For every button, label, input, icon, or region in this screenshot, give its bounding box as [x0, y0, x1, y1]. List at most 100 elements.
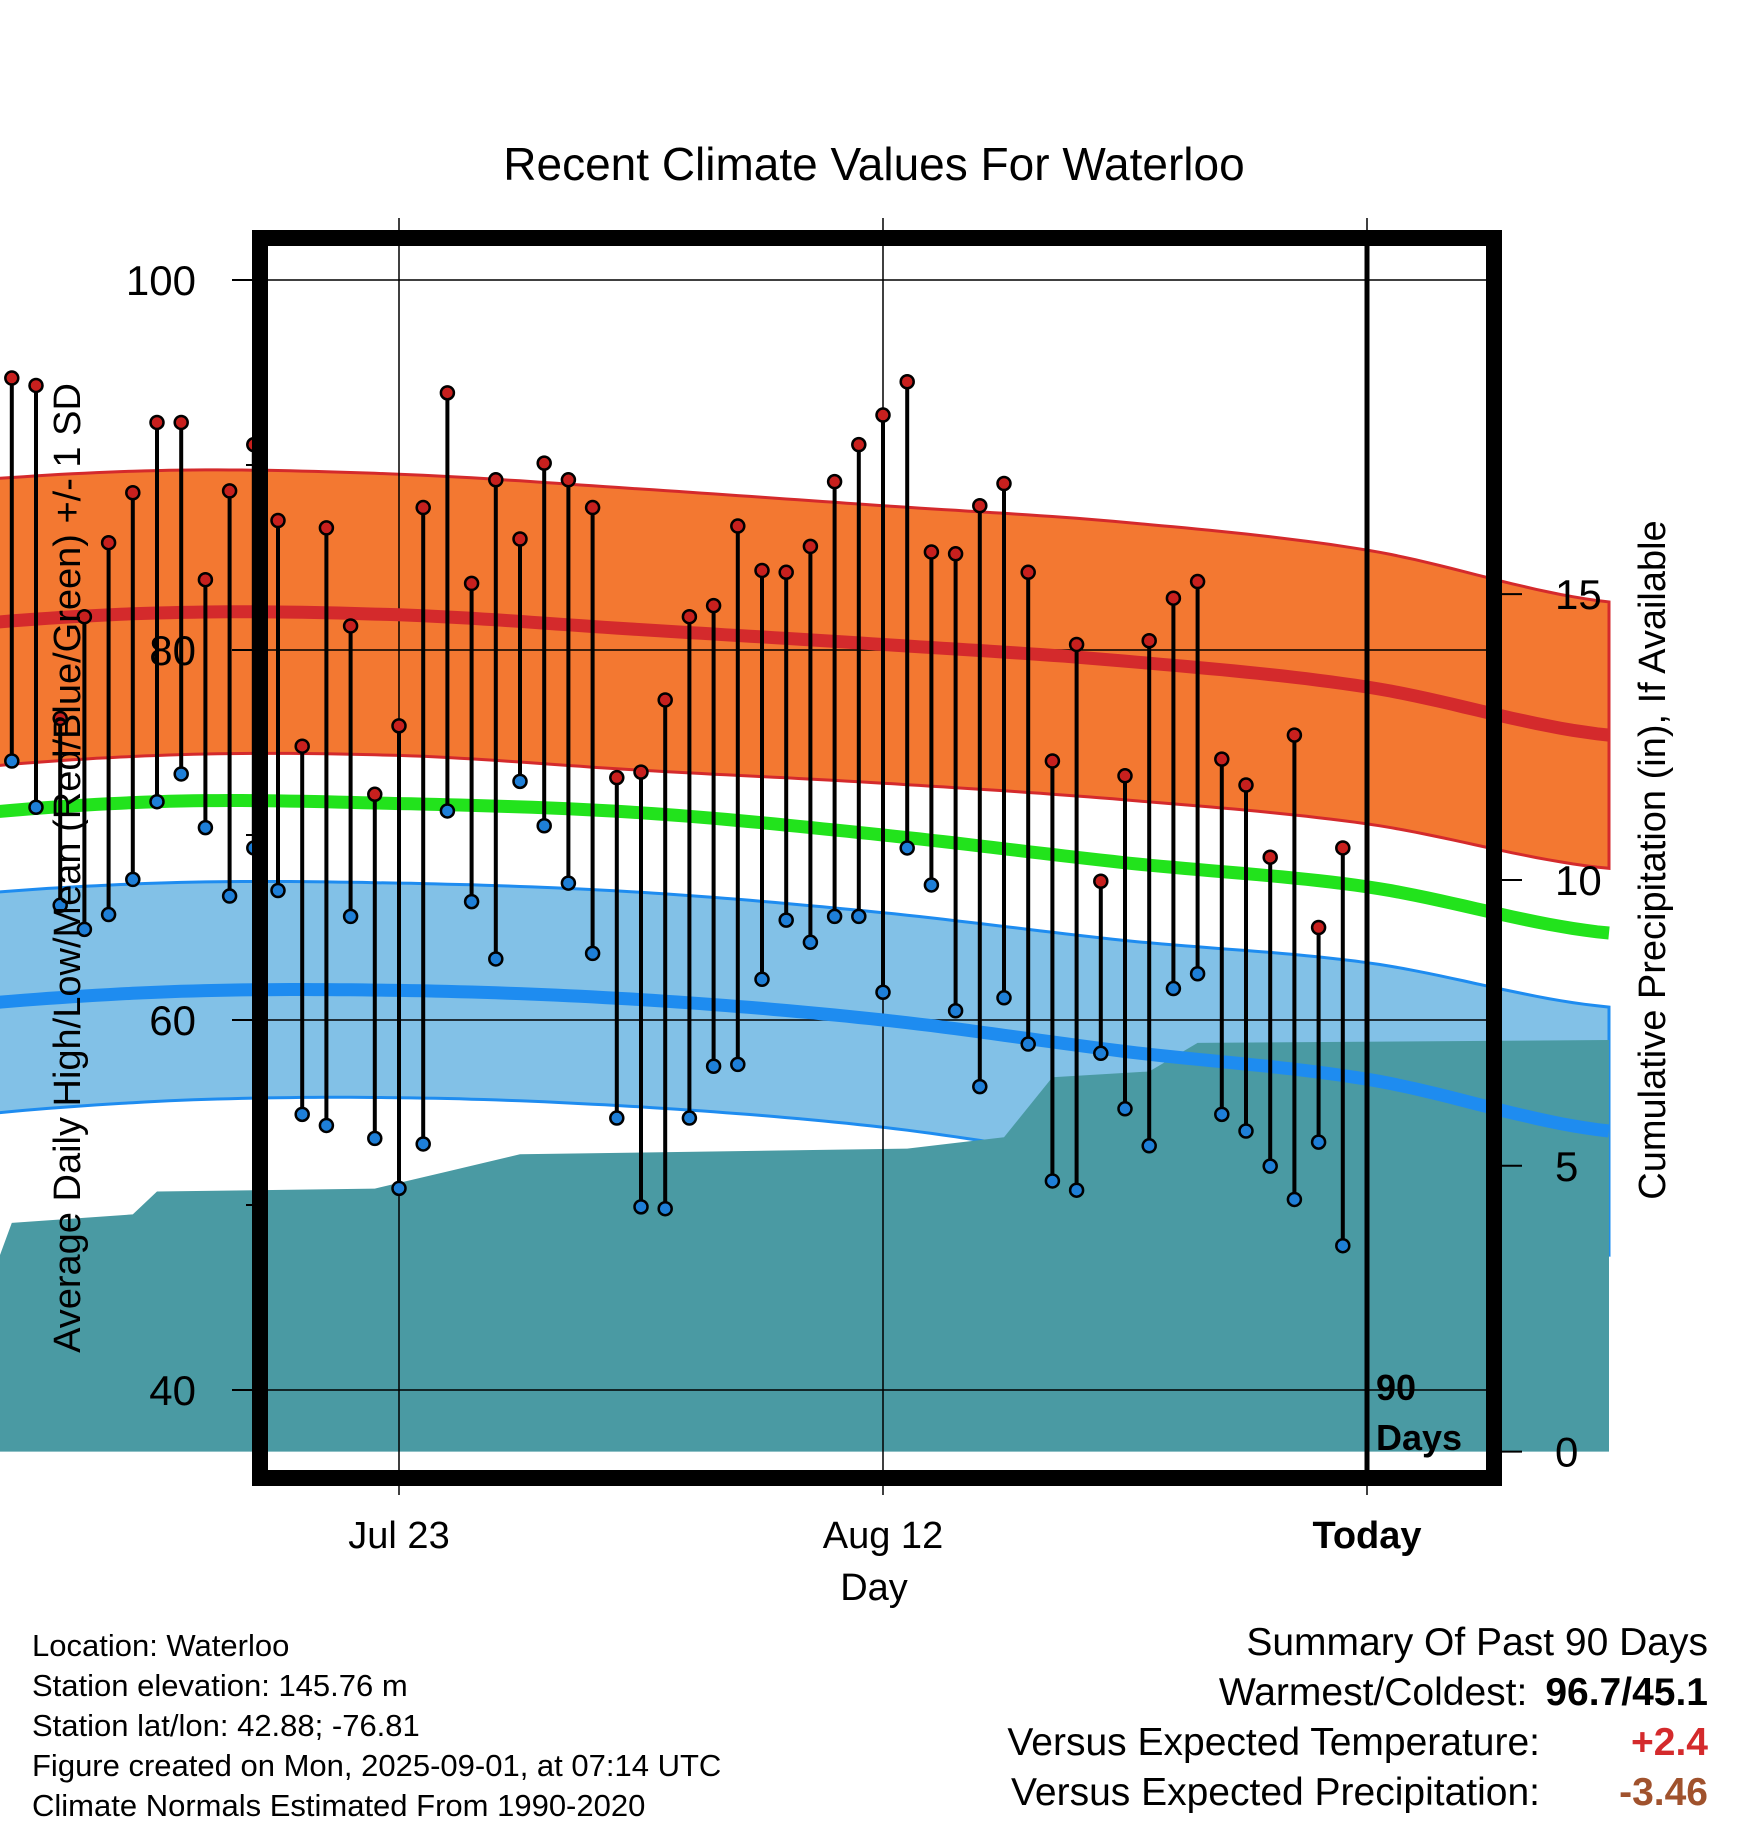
daily-high-point [609, 769, 625, 786]
y2-tick-label: 15 [1555, 571, 1602, 618]
daily-high-point [1262, 849, 1278, 865]
daily-low-point [1335, 1237, 1351, 1254]
warmest-label: Warmest/Coldest: [1218, 1671, 1528, 1714]
x-tick-label: Aug 12 [823, 1515, 943, 1557]
daily-high-point [705, 597, 722, 614]
daily-high-point [802, 538, 819, 555]
daily-low-point [1286, 1191, 1303, 1208]
y2-axis-label: Cumulative Precipitation (in), If Availa… [1632, 520, 1674, 1199]
daily-stems [9, 378, 1345, 1246]
daily-low-point [318, 1117, 335, 1134]
daily-low-point [899, 840, 915, 856]
daily-high-point [826, 473, 843, 490]
y2-axis-ticks: 0 5 10 15 [1494, 571, 1602, 1476]
daily-high-point [584, 499, 601, 516]
daily-high-point [439, 385, 456, 401]
y-axis-label: Average Daily High/Low/Mean (Red/Blue/Gr… [47, 383, 89, 1353]
temp-label: Versus Expected Temperature: [1007, 1721, 1540, 1764]
daily-low-point [1093, 1045, 1109, 1062]
daily-low-point [584, 945, 601, 962]
daily-high-point [1020, 564, 1036, 581]
daily-high-point [536, 455, 552, 471]
daily-low-point [536, 818, 552, 834]
daily-low-point [1020, 1036, 1036, 1052]
daily-high-point [1335, 840, 1351, 856]
daily-high-point [1117, 768, 1133, 784]
y-tick-label: 80 [149, 627, 196, 674]
daily-high-point [875, 407, 891, 423]
y2-tick-label: 0 [1555, 1429, 1578, 1476]
daily-high-point [754, 562, 770, 579]
warmest-value: 96.7/45.1 [1545, 1671, 1708, 1714]
daily-high-point [972, 497, 988, 514]
y-axis-ticks: 40 60 80 100 [126, 257, 260, 1414]
daily-low-point [1165, 980, 1182, 997]
normal-high-line [0, 605, 1610, 742]
daily-low-point [875, 984, 891, 1000]
daily-high-point [657, 692, 673, 708]
temp-value: +2.4 [1631, 1721, 1708, 1764]
daily-low-point [100, 906, 117, 923]
daily-high-point [1214, 751, 1230, 767]
daily-high-point [52, 710, 68, 727]
daily-low-point [294, 1106, 310, 1123]
summary-heading: Summary Of Past 90 Days [1246, 1621, 1708, 1664]
daily-low-point [173, 766, 189, 782]
daily-low-point [76, 921, 93, 938]
daily-low-point [705, 1058, 722, 1074]
daily-low-point [1117, 1101, 1133, 1117]
daily-low-point [972, 1078, 988, 1095]
daily-low-point [270, 882, 286, 899]
daily-high-point [270, 512, 286, 529]
daily-low-point [149, 793, 165, 810]
daily-high-point [318, 520, 335, 536]
y-tick-label: 40 [149, 1367, 196, 1414]
chart-title: Recent Climate Values For Waterloo [503, 138, 1244, 190]
daily-low-point [947, 1003, 964, 1019]
plot-frame [252, 230, 1502, 1486]
daily-low-point [681, 1110, 698, 1126]
daily-low-point [609, 1110, 625, 1126]
x-axis-label: Day [840, 1567, 908, 1609]
daily-high-point [899, 374, 915, 390]
daily-high-point [125, 485, 141, 501]
created-text: Figure created on Mon, 2025-09-01, at 07… [32, 1748, 722, 1783]
daily-high-point [1286, 727, 1303, 743]
y2-tick-label: 5 [1555, 1143, 1578, 1190]
daily-high-point [1165, 590, 1182, 606]
daily-low-point [754, 971, 770, 988]
daily-high-point [1044, 753, 1061, 769]
elevation-text: Station elevation: 145.76 m [32, 1668, 408, 1703]
temp-row: Versus Expected Temperature: +2.4 [1007, 1718, 1708, 1768]
y-tick-label: 100 [126, 257, 196, 304]
daily-low-point [802, 934, 819, 951]
daily-low-point [1262, 1158, 1278, 1174]
daily-high-point [221, 483, 238, 499]
precip-label: Versus Expected Precipitation: [1011, 1771, 1540, 1814]
daily-high-point [1189, 573, 1206, 590]
daily-low-point [996, 990, 1012, 1006]
precip-area [0, 1040, 1609, 1452]
daily-low-point [633, 1199, 649, 1215]
daily-low-point [923, 877, 940, 893]
daily-high-point [4, 370, 20, 386]
daily-low-point [367, 1130, 383, 1147]
summary-panel: Summary Of Past 90 Days Warmest/Coldest:… [1007, 1618, 1708, 1818]
daily-high-point [778, 564, 794, 581]
daily-high-point [730, 518, 746, 534]
precip-cumulative-area [0, 1040, 1609, 1452]
daily-low-point [1310, 1134, 1327, 1150]
daily-high-point [1238, 777, 1254, 793]
latlon-text: Station lat/lon: 42.88; -76.81 [32, 1708, 420, 1743]
daily-low-point [560, 875, 577, 891]
precip-value: -3.46 [1619, 1771, 1708, 1814]
daily-low-point [851, 908, 867, 925]
daily-low-point [1214, 1106, 1230, 1123]
daily-high-point [1310, 919, 1327, 936]
daily-high-point [76, 608, 93, 625]
daily-high-point [851, 436, 867, 453]
daily-high-point [923, 544, 940, 560]
daily-low-point [512, 773, 528, 790]
daily-low-point [4, 753, 20, 769]
